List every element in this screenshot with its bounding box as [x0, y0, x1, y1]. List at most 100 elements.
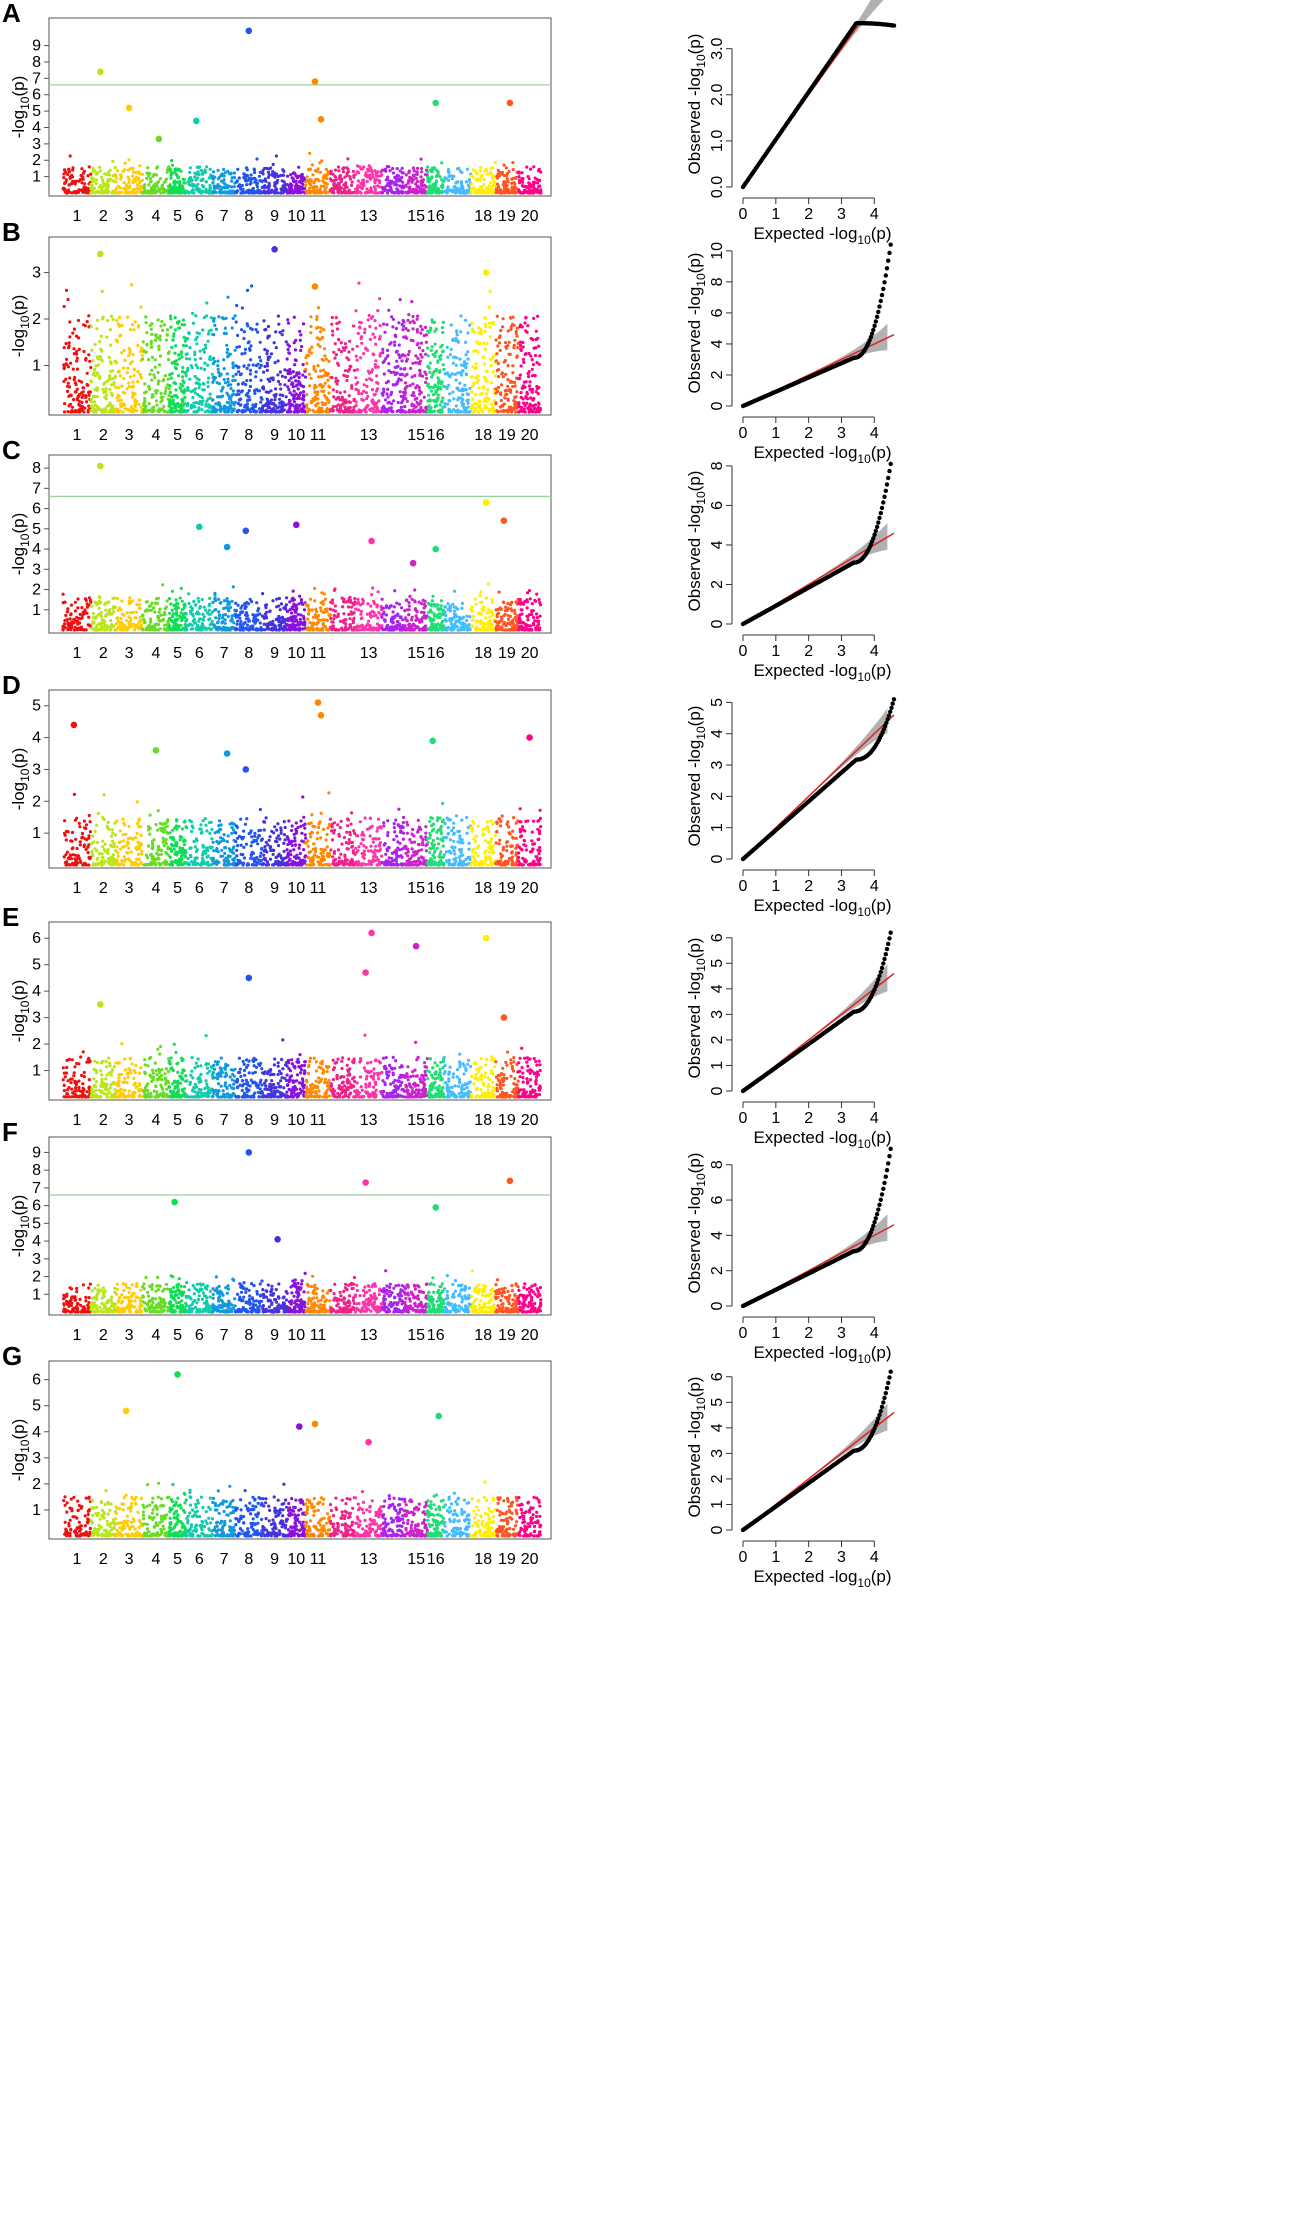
snp-point — [197, 386, 201, 390]
snp-point — [386, 387, 390, 391]
snp-point — [473, 392, 478, 396]
snp-point — [418, 388, 422, 393]
snp-point — [245, 189, 249, 193]
snp-point — [209, 316, 213, 320]
snp-point — [154, 389, 158, 393]
snp-point — [165, 628, 169, 632]
snp-point — [258, 355, 262, 359]
chromosome-20-points — [517, 165, 543, 195]
snp-point — [348, 175, 352, 179]
snp-point — [376, 309, 380, 313]
snp-point — [179, 191, 183, 195]
snp-point — [288, 191, 292, 195]
snp-point — [459, 191, 463, 195]
snp-point — [163, 623, 167, 627]
snp-point — [526, 406, 531, 410]
snp-point — [264, 179, 268, 183]
snp-point — [73, 609, 77, 613]
snp-point — [276, 359, 280, 363]
qq-point — [871, 327, 876, 333]
snp-point — [163, 374, 167, 378]
qq-observed-points — [740, 242, 893, 409]
snp-point — [528, 183, 532, 187]
snp-point — [231, 366, 235, 370]
snp-point — [355, 344, 359, 348]
snp-point — [502, 191, 506, 195]
snp-point — [434, 349, 439, 353]
qq-x-tick-label: 3 — [837, 425, 846, 442]
snp-point — [75, 359, 79, 363]
snp-point — [146, 166, 150, 170]
snp-point — [351, 347, 355, 351]
snp-point — [337, 176, 341, 180]
snp-point — [208, 167, 212, 171]
snp-point — [483, 322, 487, 326]
snp-point — [253, 180, 257, 184]
snp-point — [164, 338, 168, 342]
qq-y-tick-label: 4 — [709, 339, 726, 348]
snp-point — [234, 320, 238, 324]
snp-point — [319, 330, 323, 334]
snp-point — [144, 315, 148, 319]
snp-point — [84, 628, 88, 632]
snp-point — [182, 380, 186, 385]
snp-point — [192, 405, 196, 409]
snp-point — [174, 367, 178, 371]
snp-point — [376, 170, 380, 174]
snp-point — [166, 328, 170, 332]
chromosome-18-points — [469, 289, 497, 414]
snp-point — [483, 406, 487, 410]
snp-point — [482, 341, 486, 345]
snp-point — [411, 382, 415, 386]
snp-point — [364, 406, 368, 410]
snp-point — [536, 392, 540, 396]
snp-point — [238, 183, 242, 187]
snp-point — [387, 400, 391, 404]
snp-point — [148, 372, 152, 376]
snp-point — [278, 370, 282, 374]
snp-point — [337, 169, 341, 173]
snp-point — [403, 366, 407, 371]
snp-point — [322, 347, 327, 351]
snp-point — [137, 598, 141, 602]
snp-point — [467, 178, 472, 182]
snp-point — [451, 361, 455, 365]
snp-point — [90, 184, 94, 188]
snp-point — [373, 187, 378, 191]
snp-point — [89, 400, 93, 404]
snp-point — [489, 402, 494, 406]
snp-point — [443, 402, 447, 406]
snp-point — [188, 377, 192, 381]
snp-point — [304, 180, 308, 184]
snp-point — [282, 185, 287, 189]
snp-point — [321, 368, 326, 372]
snp-point — [133, 320, 137, 324]
snp-point — [100, 621, 104, 625]
snp-point — [493, 184, 497, 188]
chromosome-18-points — [469, 161, 497, 195]
snp-point — [165, 410, 169, 414]
snp-point — [397, 191, 401, 195]
snp-point — [185, 404, 189, 408]
snp-point — [158, 627, 162, 631]
snp-point — [401, 180, 405, 184]
snp-point — [83, 182, 87, 186]
snp-point — [156, 596, 160, 600]
snp-point — [273, 361, 277, 365]
snp-point — [112, 380, 116, 385]
snp-point — [300, 185, 304, 189]
snp-point — [371, 352, 375, 356]
snp-point — [97, 185, 101, 189]
snp-point — [65, 610, 69, 614]
snp-point — [425, 376, 429, 380]
snp-point — [393, 175, 397, 179]
snp-point — [73, 626, 77, 630]
snp-point — [103, 628, 107, 632]
snp-point — [172, 334, 176, 338]
snp-point — [73, 409, 77, 413]
snp-point — [149, 188, 153, 192]
snp-point — [223, 182, 227, 186]
snp-point — [244, 393, 248, 397]
snp-point — [448, 353, 452, 357]
snp-point — [168, 384, 172, 388]
